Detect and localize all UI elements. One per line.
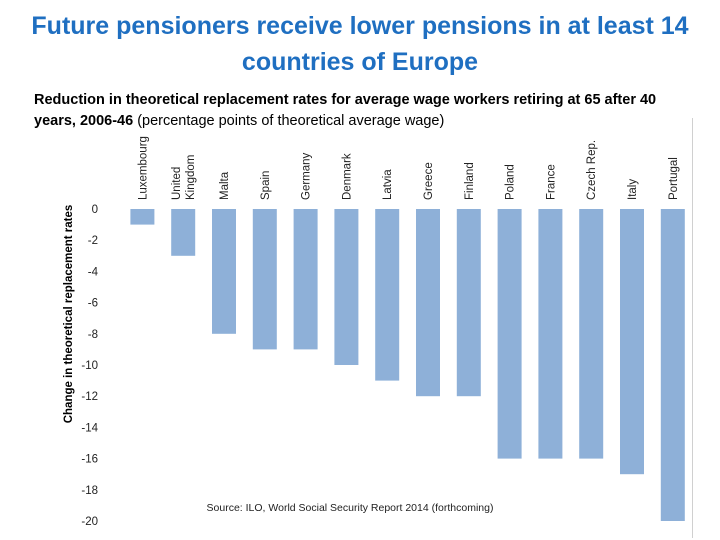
bars [130, 209, 685, 521]
bar-latvia [375, 209, 400, 381]
subtitle-bold: Reduction in theoretical replacement rat… [34, 92, 657, 129]
y-tick-label: -4 [88, 266, 99, 278]
bar-malta [212, 209, 236, 334]
y-axis-label: Change in theoretical replacement rates [63, 205, 75, 424]
bar-united-kingdom [171, 209, 196, 256]
category-label: Czech Rep. [586, 140, 598, 200]
y-tick-label: -6 [88, 298, 98, 310]
category-label: Denmark [341, 153, 353, 200]
bar-czech-rep [579, 209, 604, 459]
y-tick-label: -14 [81, 422, 98, 434]
category-label: Portugal [668, 157, 680, 200]
y-tick-label: -20 [81, 516, 98, 528]
bar-luxembourg [130, 209, 155, 225]
bar-italy [620, 209, 644, 475]
y-tick-label: -2 [88, 235, 98, 247]
category-label: Latvia [382, 169, 394, 200]
bar-germany [293, 209, 318, 350]
bar-portugal [660, 209, 685, 521]
bar-denmark [334, 209, 359, 365]
bar-spain [252, 209, 277, 350]
category-label: Spain [260, 171, 272, 200]
category-label: Germany [301, 152, 313, 200]
chart-panel: 0 -2 -4 -6 -8 -10 -12 -14 -16 -18 -20 Luxembourg Un… [52, 118, 693, 538]
bar-finland [456, 209, 481, 397]
chart-subtitle: Reduction in theoretical replacement rat… [34, 90, 694, 132]
category-label: Finland [464, 162, 476, 200]
y-tick-label: -16 [81, 454, 98, 466]
category-label: Italy [627, 179, 639, 200]
source-note: Source: ILO, World Social Security Repor… [207, 502, 494, 514]
y-axis-ticks: 0 -2 -4 -6 -8 -10 -12 -14 -16 -18 -20 [81, 204, 98, 528]
category-label: Greece [423, 162, 435, 200]
page-title: Future pensioners receive lower pensions… [31, 12, 689, 76]
category-label: France [545, 164, 557, 200]
category-label: United Kingdom [171, 155, 197, 200]
y-tick-label: -10 [81, 360, 98, 372]
y-tick-label: 0 [92, 204, 98, 216]
y-tick-label: -18 [81, 485, 98, 497]
bar-poland [497, 209, 522, 459]
subtitle-normal: (percentage points of theoretical averag… [137, 113, 445, 129]
bar-france [538, 209, 563, 459]
category-labels: Luxembourg United Kingdom Malta Spain Germany… [137, 136, 679, 200]
y-tick-label: -8 [88, 329, 98, 341]
bar-chart: 0 -2 -4 -6 -8 -10 -12 -14 -16 -18 -20 Luxembourg Un… [63, 136, 685, 528]
y-tick-label: -12 [81, 391, 98, 403]
category-label: Malta [219, 171, 231, 200]
bar-greece [416, 209, 440, 397]
category-label: Luxembourg [137, 136, 149, 200]
category-label: Poland [505, 164, 517, 200]
